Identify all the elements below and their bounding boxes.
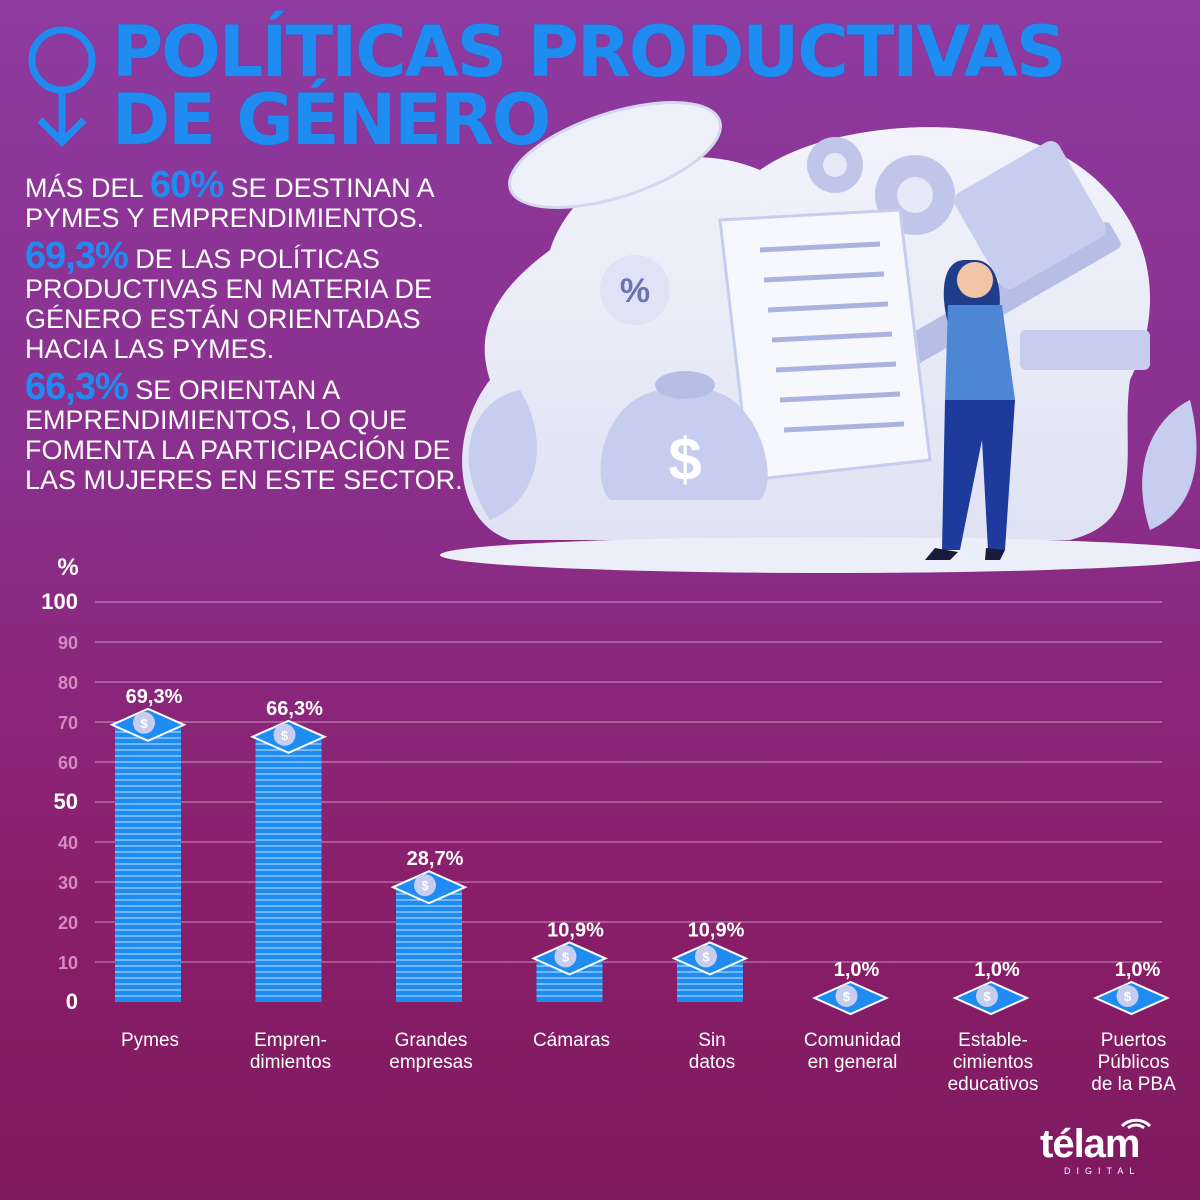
document-icon — [718, 208, 932, 482]
x-tick-label: Sin datos — [689, 1030, 735, 1073]
highlight-69: 69,3% — [25, 235, 129, 277]
money-bag-icon — [835, 985, 858, 1007]
woman-figure — [925, 260, 1015, 560]
x-tick-label: Puertos Públicos de la PBA — [1091, 1030, 1176, 1095]
money-bag-icon — [554, 945, 577, 968]
bar: $ — [109, 707, 187, 1002]
x-tick-label: Empren-dimientos — [250, 1030, 331, 1073]
page-title: POLÍTICAS PRODUCTIVAS DE GÉNERO — [112, 17, 1066, 155]
value-label: 1,0% — [974, 959, 1020, 981]
title-line-1: POLÍTICAS PRODUCTIVAS — [112, 11, 1066, 93]
intro-paragraph-1: MÁS DEL 60% SE DESTINAN A PYMES Y EMPREN… — [25, 164, 434, 233]
x-tick-label: Estable-cimientos educativos — [948, 1030, 1039, 1095]
telam-logo: télam DIGITAL — [1040, 1108, 1160, 1178]
value-label: 1,0% — [1115, 959, 1161, 981]
highlight-60: 60% — [150, 164, 224, 206]
money-bag-icon — [695, 945, 717, 968]
svg-text:$: $ — [1124, 989, 1132, 1004]
y-tick-label: 10 — [58, 953, 78, 973]
svg-text:$: $ — [843, 989, 851, 1004]
percent-bubble-icon: % — [600, 255, 670, 325]
y-axis-label: % — [57, 554, 78, 581]
y-tick-label: 0 — [66, 989, 78, 1014]
value-label: 66,3% — [266, 698, 323, 720]
bar: $ — [250, 719, 327, 1002]
highlight-66: 66,3% — [25, 366, 129, 408]
bar: $ — [1093, 980, 1170, 1016]
wifi-signal-icon — [1120, 1118, 1152, 1130]
y-tick-label: 90 — [58, 633, 78, 653]
intro-text: MÁS DEL 60% SE DESTINAN A PYMES Y EMPREN… — [25, 164, 505, 503]
money-bag-icon: $ — [600, 371, 768, 500]
money-bag-icon — [414, 874, 436, 897]
svg-text:%: % — [620, 272, 650, 310]
logo-name: télam — [1040, 1122, 1140, 1166]
title-line-2: DE GÉNERO — [112, 79, 551, 161]
y-tick-label: 50 — [54, 789, 78, 814]
female-symbol-icon — [28, 26, 96, 147]
value-label: 1,0% — [834, 959, 880, 981]
bar: $ — [531, 941, 608, 1002]
y-tick-label: 20 — [58, 913, 78, 933]
svg-text:$: $ — [421, 878, 429, 893]
y-tick-label: 30 — [58, 873, 78, 893]
money-bag-icon — [1116, 985, 1139, 1007]
svg-text:$: $ — [983, 989, 991, 1004]
pill-shape — [508, 101, 722, 209]
value-label: 10,9% — [547, 919, 604, 941]
x-tick-label: Grandes empresas — [389, 1030, 472, 1073]
svg-text:$: $ — [281, 728, 289, 743]
bar-body — [396, 887, 462, 1002]
y-tick-label: 100 — [41, 589, 78, 614]
bar: $ — [390, 870, 468, 1002]
money-bag-icon — [976, 985, 998, 1007]
intro-paragraph-3: 66,3% SE ORIENTAN A EMPRENDIMIENTOS, LO … — [25, 366, 463, 495]
x-tick-label: Cámaras — [533, 1030, 610, 1051]
intro-paragraph-2: 69,3% DE LAS POLÍTICAS PRODUCTIVAS EN MA… — [25, 235, 433, 364]
svg-text:$: $ — [562, 949, 570, 964]
svg-text:$: $ — [702, 949, 710, 964]
bar: $ — [952, 980, 1030, 1016]
svg-text:$: $ — [668, 426, 701, 493]
y-tick-label: 80 — [58, 673, 78, 693]
money-bag-icon — [133, 711, 155, 734]
money-bag-icon — [273, 723, 296, 746]
bar: $ — [671, 941, 749, 1002]
x-tick-label: Comunidad en general — [804, 1030, 901, 1073]
bar: $ — [812, 980, 889, 1016]
value-label: 28,7% — [407, 848, 464, 870]
logo-sub: DIGITAL — [1064, 1166, 1141, 1176]
bar-chart: % 0 10 20 30 40 50 60 70 80 90 100 $ $ $ $ $ $ $ $ 69,3% 6… — [41, 554, 1176, 1095]
y-tick-label: 40 — [58, 833, 78, 853]
y-tick-label: 70 — [58, 713, 78, 733]
svg-text:$: $ — [140, 716, 148, 731]
y-tick-label: 60 — [58, 753, 78, 773]
value-label: 10,9% — [688, 919, 745, 941]
value-label: 69,3% — [126, 686, 183, 708]
x-tick-label: Pymes — [121, 1030, 179, 1051]
business-woman-illustration: % $ — [440, 101, 1200, 573]
leaf-decoration — [468, 390, 1197, 530]
